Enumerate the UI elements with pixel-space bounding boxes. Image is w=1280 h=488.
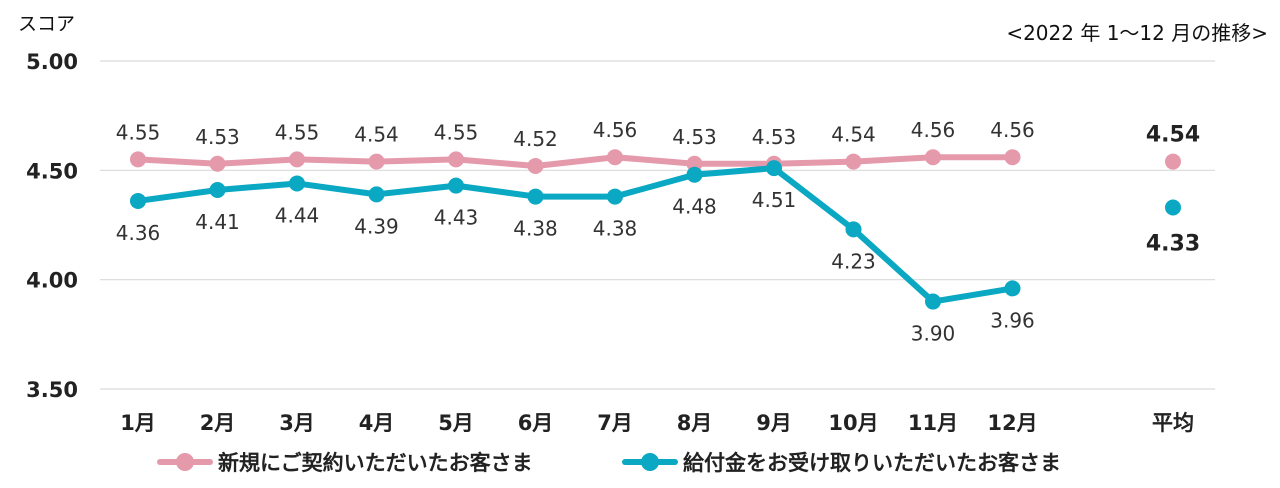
x-tick-label: 7月 <box>597 411 633 435</box>
data-label: 4.55 <box>116 120 161 144</box>
x-tick-label: 8月 <box>677 411 713 435</box>
data-label: 4.55 <box>275 120 320 144</box>
legend: 新規にご契約いただいたお客さま 給付金をお受け取りいただいたお客さま <box>157 451 1061 475</box>
data-label: 4.56 <box>911 118 956 142</box>
data-label: 4.43 <box>434 206 479 230</box>
series-line-1 <box>135 154 1016 169</box>
data-label: 3.90 <box>911 322 956 346</box>
x-tick-label-average: 平均 <box>1152 411 1194 435</box>
data-label: 4.52 <box>513 127 558 151</box>
x-tick-label: 12月 <box>987 411 1037 435</box>
data-label: 4.53 <box>195 125 240 149</box>
data-point <box>766 160 782 177</box>
x-tick-label: 2月 <box>200 411 236 435</box>
x-tick-label: 6月 <box>518 411 554 435</box>
data-point <box>448 177 464 194</box>
x-tick-label: 3月 <box>279 411 315 435</box>
data-point <box>209 155 226 172</box>
data-label: 4.53 <box>672 125 717 149</box>
data-point <box>607 188 623 205</box>
data-label: 4.39 <box>354 214 399 238</box>
data-point <box>925 293 941 310</box>
data-label: 4.44 <box>275 203 320 227</box>
data-label: 4.23 <box>831 249 876 273</box>
average-label: 4.33 <box>1146 232 1200 257</box>
data-point <box>289 175 305 192</box>
legend-swatch-marker <box>176 453 194 471</box>
data-point <box>845 221 862 238</box>
data-point <box>1004 280 1021 297</box>
average-label: 4.54 <box>1146 123 1200 148</box>
data-point <box>130 192 146 209</box>
x-tick-label: 11月 <box>908 411 958 435</box>
x-tick-label: 1月 <box>120 411 156 435</box>
average-point <box>1165 199 1181 216</box>
y-tick-label: 4.00 <box>26 269 78 293</box>
data-point <box>1004 149 1021 166</box>
x-axis-ticks: 1月 2月 3月 4月 5月 6月 7月 8月 9月 10月 11月 12月 平均 <box>120 411 1194 435</box>
data-label: 4.38 <box>513 217 558 241</box>
data-label: 4.48 <box>672 195 717 219</box>
series-lines <box>135 154 1016 305</box>
chart-subtitle: <2022 年 1〜12 月の推移> <box>1006 21 1268 45</box>
y-axis-label: スコア <box>18 13 75 35</box>
data-point <box>368 153 385 170</box>
data-label: 4.54 <box>831 123 876 147</box>
data-point <box>527 188 544 205</box>
data-point <box>527 157 544 174</box>
data-point <box>607 149 623 166</box>
data-point <box>289 151 305 168</box>
x-tick-label: 9月 <box>756 411 792 435</box>
series-labels: 4.55 4.53 4.55 4.54 4.55 4.52 4.56 4.53 4.53 4.54… <box>116 118 1035 345</box>
data-point <box>368 186 385 203</box>
x-tick-label: 10月 <box>828 411 878 435</box>
data-label: 3.96 <box>990 308 1035 332</box>
legend-label: 新規にご契約いただいたお客さま <box>218 451 533 475</box>
data-label: 4.56 <box>990 118 1035 142</box>
data-label: 4.56 <box>593 118 638 142</box>
y-tick-label: 3.50 <box>26 378 78 402</box>
legend-swatch-marker <box>641 453 659 471</box>
x-tick-label: 4月 <box>359 411 395 435</box>
data-label: 4.51 <box>752 188 797 212</box>
data-label: 4.41 <box>195 210 240 234</box>
data-point <box>686 155 703 172</box>
y-axis-ticks: 5.00 4.50 4.00 3.50 <box>26 50 78 402</box>
data-point <box>845 153 862 170</box>
data-label: 4.55 <box>434 120 479 144</box>
data-point <box>130 151 146 168</box>
series-points <box>130 149 1021 310</box>
series-line-2 <box>135 165 1016 305</box>
gridlines <box>100 60 1215 390</box>
data-point <box>209 182 226 199</box>
data-label: 4.53 <box>752 125 797 149</box>
data-label: 4.54 <box>354 123 399 147</box>
data-point <box>925 149 941 166</box>
legend-label: 給付金をお受け取りいただいたお客さま <box>683 451 1061 475</box>
x-tick-label: 5月 <box>438 411 474 435</box>
y-tick-label: 4.50 <box>26 159 78 183</box>
data-point <box>686 166 703 183</box>
data-label: 4.38 <box>593 217 638 241</box>
data-label: 4.36 <box>116 221 161 245</box>
average-point <box>1165 153 1181 170</box>
average-markers: 4.54 4.33 <box>1146 123 1200 257</box>
y-tick-label: 5.00 <box>26 50 78 74</box>
data-point <box>448 151 464 168</box>
